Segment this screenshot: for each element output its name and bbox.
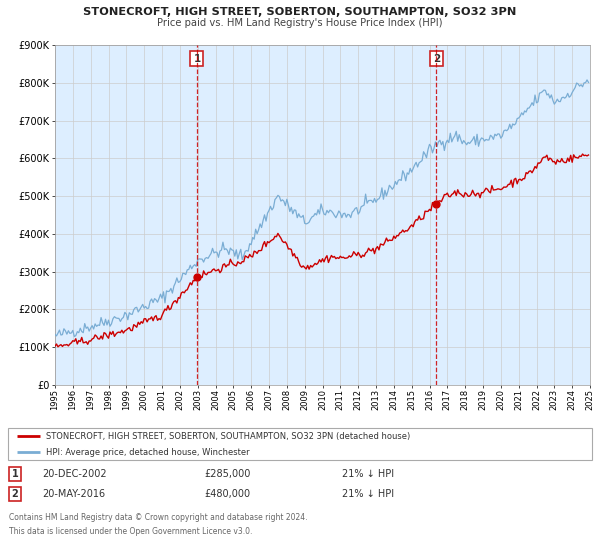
Text: 1: 1 [11, 469, 19, 479]
Text: This data is licensed under the Open Government Licence v3.0.: This data is licensed under the Open Gov… [9, 526, 253, 535]
Text: 21% ↓ HPI: 21% ↓ HPI [342, 469, 394, 479]
Text: £285,000: £285,000 [204, 469, 250, 479]
Text: STONECROFT, HIGH STREET, SOBERTON, SOUTHAMPTON, SO32 3PN: STONECROFT, HIGH STREET, SOBERTON, SOUTH… [83, 7, 517, 17]
Text: 21% ↓ HPI: 21% ↓ HPI [342, 489, 394, 499]
Text: Contains HM Land Registry data © Crown copyright and database right 2024.: Contains HM Land Registry data © Crown c… [9, 512, 308, 521]
Text: 2: 2 [433, 54, 440, 63]
Text: HPI: Average price, detached house, Winchester: HPI: Average price, detached house, Winc… [46, 448, 250, 457]
Text: 20-MAY-2016: 20-MAY-2016 [42, 489, 105, 499]
Text: 2: 2 [11, 489, 19, 499]
Text: STONECROFT, HIGH STREET, SOBERTON, SOUTHAMPTON, SO32 3PN (detached house): STONECROFT, HIGH STREET, SOBERTON, SOUTH… [46, 432, 410, 441]
Text: £480,000: £480,000 [204, 489, 250, 499]
Text: Price paid vs. HM Land Registry's House Price Index (HPI): Price paid vs. HM Land Registry's House … [157, 18, 443, 29]
Text: 1: 1 [193, 54, 200, 63]
Text: 20-DEC-2002: 20-DEC-2002 [42, 469, 107, 479]
